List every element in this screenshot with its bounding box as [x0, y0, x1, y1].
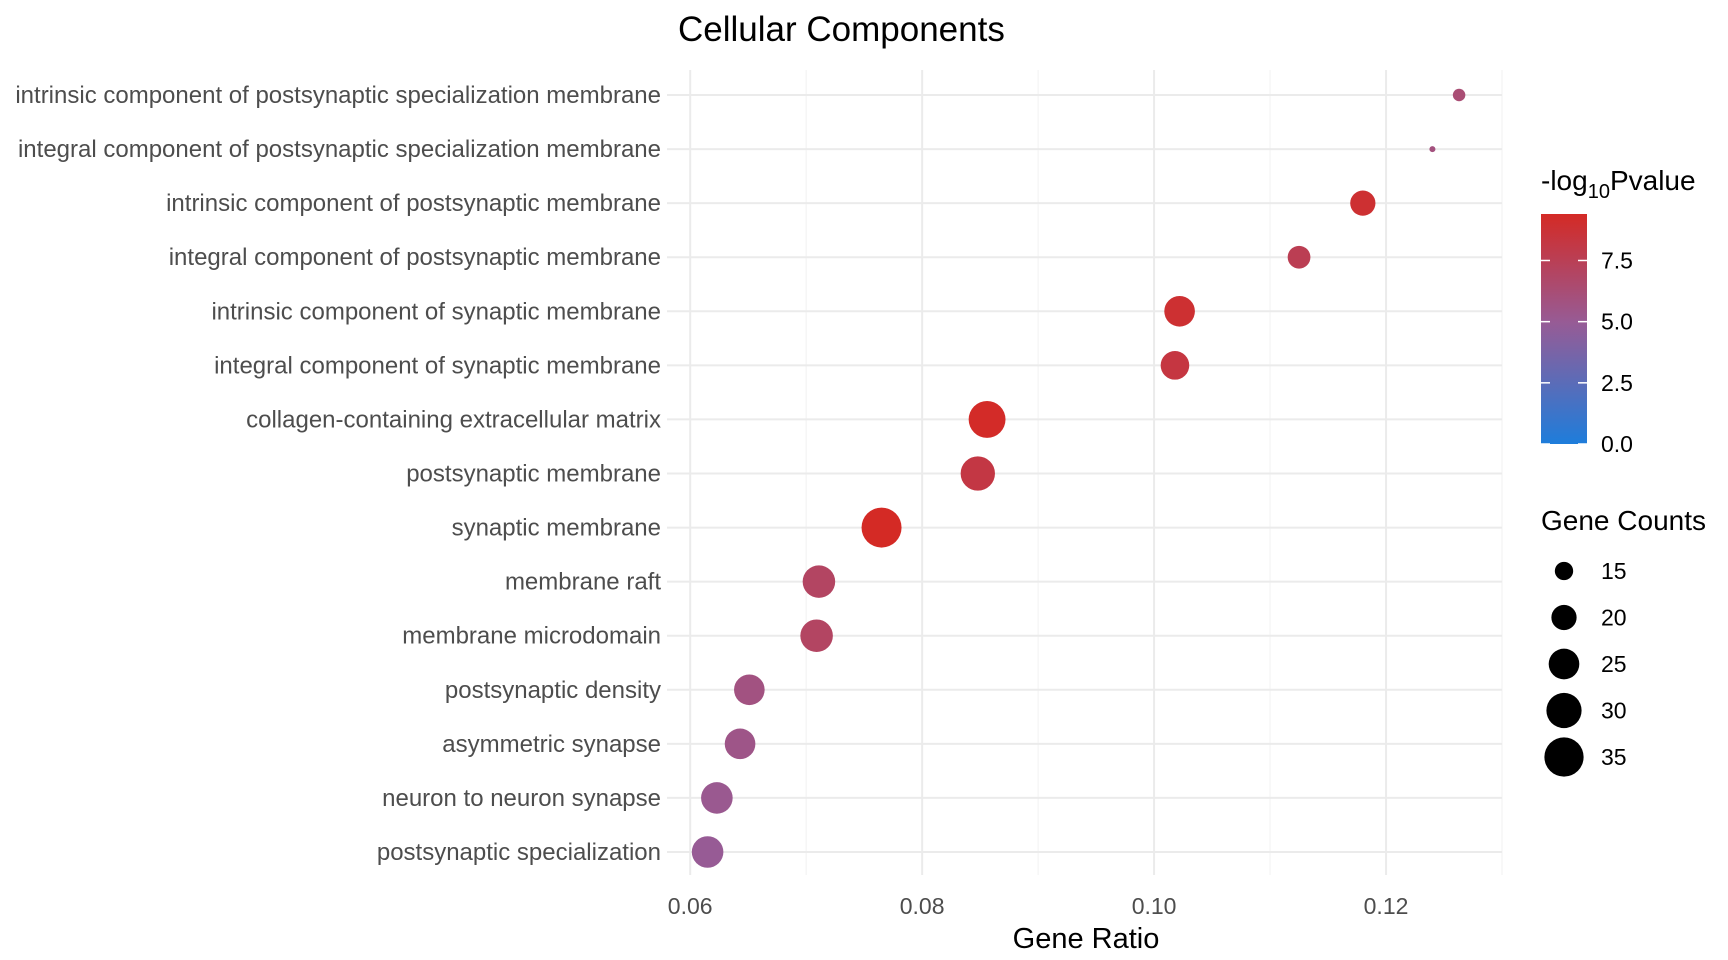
chart-title: Cellular Components: [678, 10, 1005, 49]
y-axis-category-label: integral component of synaptic membrane: [214, 352, 661, 379]
x-axis-tick-labels: 0.06 0.08 0.10 0.12: [668, 893, 1409, 919]
data-point: [802, 565, 836, 598]
size-legend-label: 30: [1601, 698, 1627, 724]
y-axis-category-label: neuron to neuron synapse: [382, 785, 661, 812]
colorbar-tick-label: 7.5: [1601, 247, 1633, 273]
data-point: [968, 400, 1006, 438]
data-point: [724, 728, 756, 760]
x-axis-tick-label: 0.08: [900, 893, 945, 919]
colorbar-tick-label: 2.5: [1601, 370, 1633, 396]
colorbar-tick-label: 0.0: [1601, 431, 1633, 457]
size-legend-items: 15 20 25 30 35: [1544, 558, 1627, 777]
y-axis-category-label: postsynaptic specialization: [377, 839, 661, 866]
y-axis-category-label: integral component of postsynaptic membr…: [169, 244, 661, 271]
y-axis-category-label: collagen-containing extracellular matrix: [246, 406, 661, 433]
y-axis-category-label: intrinsic component of postsynaptic memb…: [166, 190, 661, 217]
size-legend-label: 25: [1601, 651, 1627, 677]
data-point: [691, 836, 724, 868]
size-legend-label: 15: [1601, 558, 1627, 584]
color-legend-title-subscript: 10: [1588, 181, 1610, 203]
data-point: [800, 619, 833, 652]
size-legend-dot: [1548, 648, 1580, 680]
x-axis-tick-label: 0.06: [668, 893, 713, 919]
data-point: [1452, 88, 1466, 102]
data-points: [691, 88, 1466, 868]
size-legend-dot: [1551, 604, 1577, 631]
data-point: [1287, 245, 1311, 269]
y-axis-category-label: postsynaptic density: [445, 677, 661, 704]
data-point: [861, 507, 902, 548]
color-legend-title-suffix: Pvalue: [1610, 165, 1696, 196]
size-legend-label: 35: [1601, 744, 1627, 770]
y-axis-category-label: postsynaptic membrane: [406, 461, 661, 488]
data-point: [1164, 295, 1195, 327]
size-legend-dot: [1546, 692, 1582, 729]
color-legend-title-prefix: -log: [1541, 165, 1588, 196]
size-legend-label: 20: [1601, 605, 1627, 631]
y-axis-labels: intrinsic component of postsynaptic spec…: [15, 82, 661, 866]
x-axis-tick-label: 0.12: [1364, 893, 1409, 919]
y-axis-category-label: asymmetric synapse: [442, 731, 661, 758]
x-axis-tick-label: 0.10: [1132, 893, 1177, 919]
colorbar-tick-label: 5.0: [1601, 309, 1633, 335]
y-axis-category-label: synaptic membrane: [452, 515, 661, 542]
data-point: [701, 782, 733, 814]
y-axis-category-label: membrane microdomain: [402, 623, 661, 650]
data-point: [1160, 351, 1190, 380]
data-point: [734, 674, 765, 706]
y-axis-category-label: integral component of postsynaptic speci…: [18, 136, 661, 163]
y-axis-category-label: membrane raft: [505, 569, 661, 596]
data-point: [1429, 146, 1436, 153]
plot-grid: [667, 70, 1503, 875]
colorbar: [1541, 214, 1587, 444]
y-axis-category-label: intrinsic component of postsynaptic spec…: [15, 82, 661, 109]
y-axis-category-label: intrinsic component of synaptic membrane: [211, 298, 661, 325]
size-legend-title: Gene Counts: [1541, 505, 1706, 536]
color-legend-title: -log10Pvalue: [1541, 165, 1696, 203]
data-point: [960, 456, 995, 491]
size-legend-dot: [1554, 561, 1574, 581]
x-axis-title: Gene Ratio: [1013, 923, 1160, 955]
data-point: [1350, 190, 1376, 216]
size-legend-dot: [1544, 737, 1584, 777]
size-legend: Gene Counts 15 20 25 30 35: [1541, 505, 1706, 777]
colorbar-ticks: 0.0 2.5 5.0 7.5: [1541, 247, 1633, 457]
color-legend: -log10Pvalue 0.0 2.5 5.0 7.5: [1541, 165, 1696, 457]
